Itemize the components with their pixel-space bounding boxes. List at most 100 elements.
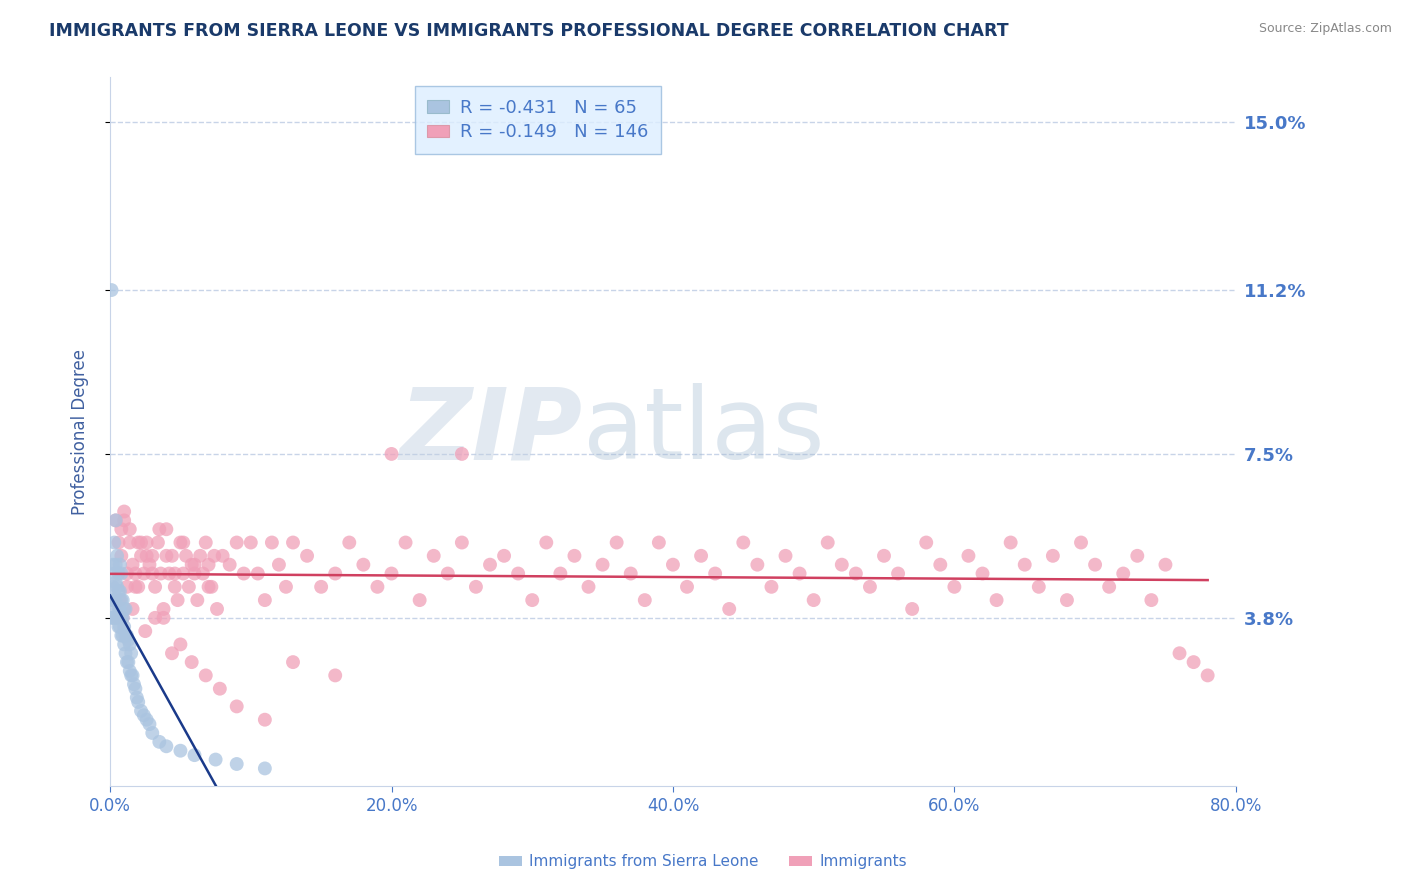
Point	[986, 593, 1008, 607]
Point	[107, 620, 129, 634]
Point	[141, 726, 163, 740]
Point	[246, 566, 269, 581]
Point	[648, 535, 671, 549]
Point	[831, 558, 853, 572]
Point	[101, 611, 124, 625]
Point	[104, 611, 127, 625]
Point	[929, 558, 952, 572]
Point	[105, 611, 128, 625]
Point	[110, 628, 132, 642]
Point	[281, 535, 304, 549]
Point	[169, 535, 191, 549]
Point	[112, 513, 135, 527]
Point	[194, 535, 217, 549]
Point	[111, 611, 134, 625]
Point	[536, 535, 558, 549]
Point	[197, 558, 219, 572]
Point	[135, 549, 157, 563]
Point	[1098, 580, 1121, 594]
Point	[135, 535, 157, 549]
Point	[107, 602, 129, 616]
Point	[436, 566, 458, 581]
Point	[943, 580, 966, 594]
Point	[194, 668, 217, 682]
Point	[121, 602, 143, 616]
Point	[129, 549, 152, 563]
Point	[108, 558, 131, 572]
Point	[1154, 558, 1177, 572]
Point	[1126, 549, 1149, 563]
Point	[118, 664, 141, 678]
Text: Source: ZipAtlas.com: Source: ZipAtlas.com	[1258, 22, 1392, 36]
Point	[104, 513, 127, 527]
Point	[204, 753, 226, 767]
Point	[100, 611, 122, 625]
Point	[110, 593, 132, 607]
Point	[124, 566, 146, 581]
Point	[101, 580, 124, 594]
Point	[155, 739, 177, 754]
Point	[112, 637, 135, 651]
Point	[110, 522, 132, 536]
Point	[120, 668, 142, 682]
Point	[1070, 535, 1092, 549]
Point	[465, 580, 488, 594]
Point	[191, 566, 214, 581]
Point	[103, 611, 125, 625]
Point	[105, 580, 128, 594]
Point	[115, 580, 138, 594]
Point	[160, 549, 183, 563]
Point	[1000, 535, 1022, 549]
Point	[394, 535, 416, 549]
Point	[141, 549, 163, 563]
Point	[100, 283, 122, 297]
Point	[117, 655, 139, 669]
Point	[105, 549, 128, 563]
Point	[578, 580, 600, 594]
Point	[115, 566, 138, 581]
Point	[111, 628, 134, 642]
Point	[281, 655, 304, 669]
Point	[366, 580, 388, 594]
Point	[239, 535, 262, 549]
Point	[105, 611, 128, 625]
Point	[160, 646, 183, 660]
Point	[232, 566, 254, 581]
Point	[789, 566, 811, 581]
Point	[169, 637, 191, 651]
Legend: R = -0.431   N = 65, R = -0.149   N = 146: R = -0.431 N = 65, R = -0.149 N = 146	[415, 87, 661, 154]
Point	[186, 593, 208, 607]
Point	[422, 549, 444, 563]
Point	[122, 677, 145, 691]
Point	[152, 602, 174, 616]
Point	[114, 628, 136, 642]
Point	[380, 566, 402, 581]
Point	[112, 620, 135, 634]
Point	[112, 602, 135, 616]
Point	[155, 522, 177, 536]
Point	[295, 549, 318, 563]
Point	[114, 646, 136, 660]
Point	[143, 611, 166, 625]
Point	[127, 535, 149, 549]
Point	[121, 558, 143, 572]
Point	[105, 602, 128, 616]
Point	[1042, 549, 1064, 563]
Point	[450, 447, 472, 461]
Point	[380, 447, 402, 461]
Point	[200, 580, 222, 594]
Point	[129, 704, 152, 718]
Point	[408, 593, 430, 607]
Point	[118, 535, 141, 549]
Point	[124, 681, 146, 696]
Point	[323, 668, 346, 682]
Point	[957, 549, 980, 563]
Point	[183, 566, 205, 581]
Point	[550, 566, 572, 581]
Point	[172, 566, 194, 581]
Text: atlas: atlas	[583, 384, 824, 480]
Point	[208, 681, 231, 696]
Point	[107, 584, 129, 599]
Point	[225, 756, 247, 771]
Point	[115, 655, 138, 669]
